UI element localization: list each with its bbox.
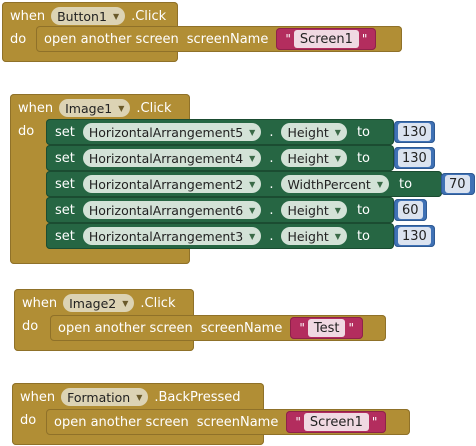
screen-name-label: screenName [200,320,283,336]
open-screen-label: open another screen [58,320,193,336]
property-dropdown[interactable]: WidthPercent ▼ [281,175,389,193]
dropdown-arrow-icon: ▼ [249,179,256,189]
number-block[interactable]: 70 [441,173,475,195]
open-screen-label: open another screen [44,31,179,47]
property-dropdown[interactable]: Height ▼ [281,201,347,219]
component-dropdown[interactable]: Button1 ▼ [51,7,126,25]
number-value[interactable]: 130 [398,123,431,141]
set-block[interactable]: set HorizontalArrangement3 ▼ . Height ▼ to [46,223,394,249]
screen-name-label: screenName [186,31,269,47]
open-screen-label: open another screen [54,414,189,430]
dropdown-arrow-icon: ▼ [249,231,256,241]
dropdown-arrow-icon: ▼ [249,205,256,215]
number-value[interactable]: 130 [398,227,431,245]
set-block[interactable]: set HorizontalArrangement4 ▼ . Height ▼ to [46,145,394,171]
number-block[interactable]: 130 [394,225,435,247]
number-value[interactable]: 130 [398,149,431,167]
set-keyword: set [55,176,75,192]
when-keyword: when [10,8,46,24]
component-dropdown[interactable]: HorizontalArrangement2 ▼ [82,175,262,193]
event-name: .Click [136,100,172,116]
component-dropdown[interactable]: Image2 ▼ [63,294,135,312]
property-dropdown[interactable]: Height ▼ [281,123,347,141]
to-keyword: to [356,228,371,244]
event-name: .BackPressed [154,389,241,405]
when-keyword: when [22,295,58,311]
open-screen-block[interactable]: open another screen screenName " Test " [50,315,386,341]
component-dropdown[interactable]: HorizontalArrangement6 ▼ [82,201,262,219]
component-dropdown[interactable]: HorizontalArrangement3 ▼ [82,227,262,245]
dropdown-arrow-icon: ▼ [249,127,256,137]
text-value[interactable]: Screen1 [293,30,359,48]
dropdown-arrow-icon: ▼ [334,153,341,163]
number-block[interactable]: 130 [394,121,435,143]
dropdown-arrow-icon: ▼ [376,179,383,189]
dropdown-arrow-icon: ▼ [118,103,125,113]
set-block[interactable]: set HorizontalArrangement6 ▼ . Height ▼ to [46,197,394,223]
text-block[interactable]: " Screen1 " [276,28,377,50]
event-name: .Click [131,8,167,24]
number-block[interactable]: 130 [394,147,435,169]
dropdown-arrow-icon: ▼ [334,231,341,241]
dropdown-arrow-icon: ▼ [122,298,129,308]
open-screen-block[interactable]: open another screen screenName " Screen1 " [46,409,410,435]
number-value[interactable]: 60 [398,201,423,219]
do-keyword: do [20,413,37,428]
set-keyword: set [55,124,75,140]
component-dropdown[interactable]: HorizontalArrangement5 ▼ [82,123,262,141]
set-keyword: set [55,202,75,218]
text-value[interactable]: Screen1 [303,413,369,431]
set-block[interactable]: set HorizontalArrangement5 ▼ . Height ▼ to [46,119,394,145]
component-dropdown[interactable]: HorizontalArrangement4 ▼ [82,149,262,167]
dropdown-arrow-icon: ▼ [334,205,341,215]
property-dropdown[interactable]: Height ▼ [281,149,347,167]
to-keyword: to [356,202,371,218]
to-keyword: to [356,150,371,166]
open-screen-block[interactable]: open another screen screenName " Screen1 " [36,26,402,52]
number-value[interactable]: 70 [445,175,470,193]
text-value[interactable]: Test [307,319,346,337]
event-name: .Click [140,295,176,311]
dropdown-arrow-icon: ▼ [136,392,143,402]
to-keyword: to [398,176,413,192]
when-keyword: when [18,100,54,116]
component-dropdown[interactable]: Image1 ▼ [59,99,131,117]
number-block[interactable]: 60 [394,199,427,221]
component-dropdown[interactable]: Formation ▼ [61,388,149,406]
property-dropdown[interactable]: Height ▼ [281,227,347,245]
set-keyword: set [55,228,75,244]
when-keyword: when [20,389,56,405]
do-keyword: do [18,124,35,139]
text-block[interactable]: " Test " [290,317,364,339]
do-keyword: do [22,319,39,334]
text-block[interactable]: " Screen1 " [286,411,387,433]
dropdown-arrow-icon: ▼ [249,153,256,163]
dropdown-arrow-icon: ▼ [112,11,120,21]
set-block[interactable]: set HorizontalArrangement2 ▼ . WidthPerce… [46,171,442,197]
dropdown-arrow-icon: ▼ [334,127,341,137]
to-keyword: to [356,124,371,140]
screen-name-label: screenName [196,414,279,430]
do-keyword: do [10,32,27,47]
set-keyword: set [55,150,75,166]
